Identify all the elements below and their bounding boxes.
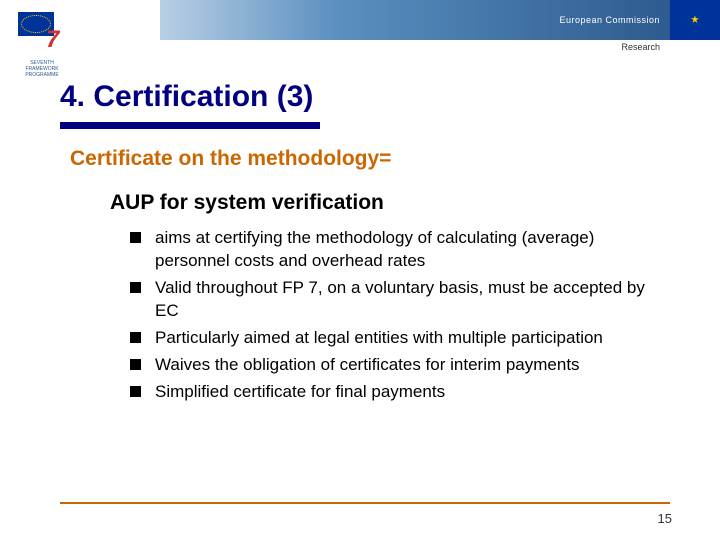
fp7-logo: 7 SEVENTH FRAMEWORK PROGRAMME — [18, 12, 66, 68]
bullet-text: Valid throughout FP 7, on a voluntary ba… — [155, 277, 650, 323]
research-label: Research — [621, 42, 660, 52]
list-item: Waives the obligation of certificates fo… — [130, 354, 650, 377]
fp7-seven-icon: 7 — [46, 26, 59, 54]
bullet-icon — [130, 282, 141, 293]
list-item: Valid throughout FP 7, on a voluntary ba… — [130, 277, 650, 323]
slide-subtitle: Certificate on the methodology= — [70, 147, 670, 171]
bullet-icon — [130, 332, 141, 343]
list-item: Simplified certificate for final payment… — [130, 381, 650, 404]
bullet-text: aims at certifying the methodology of ca… — [155, 227, 650, 273]
banner-text: European Commission — [559, 15, 660, 25]
fp7-caption: SEVENTH FRAMEWORK PROGRAMME — [18, 60, 66, 78]
bullet-text: Particularly aimed at legal entities wit… — [155, 327, 603, 350]
aup-heading: AUP for system verification — [110, 191, 670, 215]
slide-title: 4. Certification (3) — [60, 80, 670, 114]
banner-gradient: European Commission — [160, 0, 670, 40]
bullet-icon — [130, 386, 141, 397]
eu-flag-icon: ⭑ — [670, 0, 720, 40]
bullet-list: aims at certifying the methodology of ca… — [130, 227, 650, 404]
bullet-text: Waives the obligation of certificates fo… — [155, 354, 580, 377]
bullet-icon — [130, 359, 141, 370]
bullet-icon — [130, 232, 141, 243]
header-banner: European Commission ⭑ — [160, 0, 720, 40]
bullet-text: Simplified certificate for final payment… — [155, 381, 445, 404]
page-number: 15 — [658, 511, 672, 526]
list-item: Particularly aimed at legal entities wit… — [130, 327, 650, 350]
title-underline — [60, 122, 320, 129]
eu-stars-icon: ⭑ — [691, 12, 700, 28]
footer-rule — [60, 502, 670, 504]
list-item: aims at certifying the methodology of ca… — [130, 227, 650, 273]
slide-content: 4. Certification (3) Certificate on the … — [60, 80, 670, 408]
